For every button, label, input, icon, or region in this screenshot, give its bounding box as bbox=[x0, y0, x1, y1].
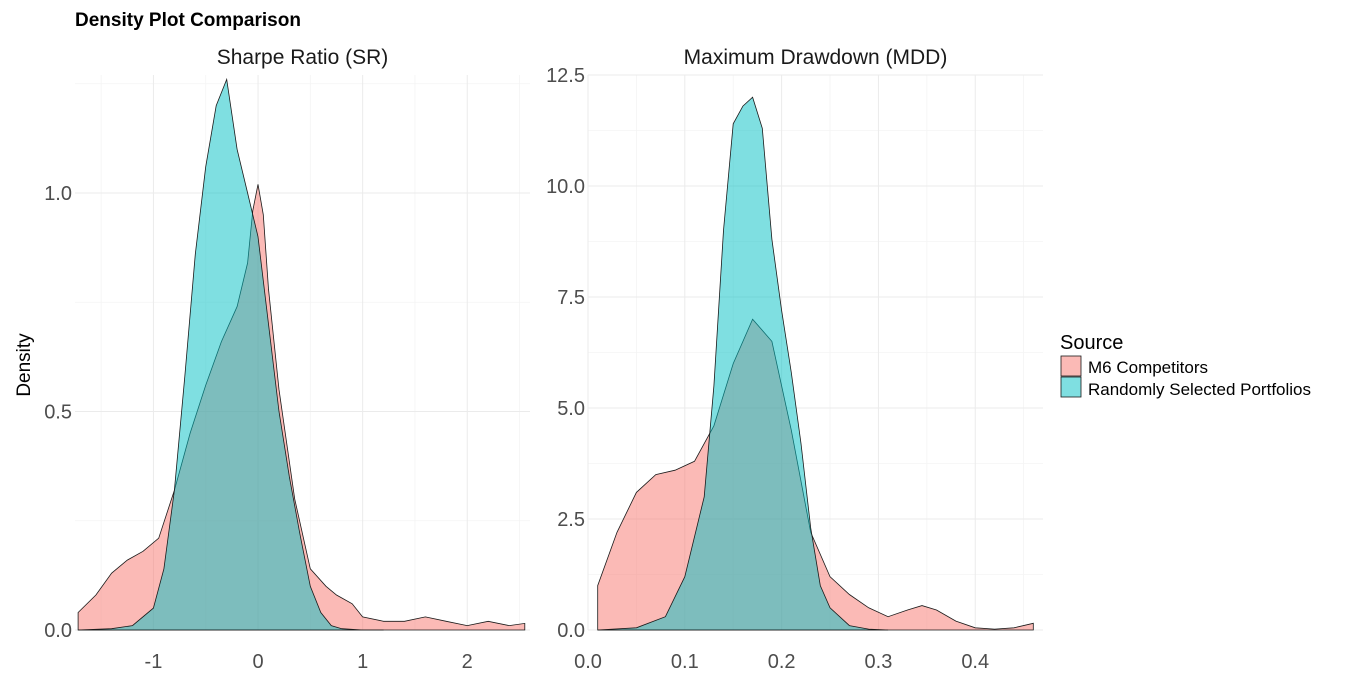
mdd-x-tick-label: 0.0 bbox=[574, 651, 602, 673]
sr-y-tick-label: 1.0 bbox=[44, 183, 72, 205]
sr-y-tick-label: 0.0 bbox=[44, 620, 72, 642]
mdd-y-tick-label: 2.5 bbox=[557, 509, 585, 531]
mdd-y-tick-label: 12.5 bbox=[546, 65, 585, 87]
mdd-y-tick-label: 5.0 bbox=[557, 398, 585, 420]
chart-title: Density Plot Comparison bbox=[75, 10, 301, 31]
mdd-y-tick-label: 0.0 bbox=[557, 620, 585, 642]
mdd-x-tick-label: 0.3 bbox=[865, 651, 893, 673]
mdd-x-tick-label: 0.1 bbox=[671, 651, 699, 673]
sr-panel: 0.0 0.5 1.0 -1 0 1 2 Sharpe Ratio (SR) bbox=[44, 46, 530, 673]
legend: Source M6 Competitors Randomly Selected … bbox=[1060, 332, 1311, 399]
legend-swatch-m6 bbox=[1060, 355, 1082, 377]
sr-x-tick-label: 2 bbox=[462, 651, 473, 673]
legend-label-random: Randomly Selected Portfolios bbox=[1088, 380, 1311, 399]
sr-y-tick-label: 0.5 bbox=[44, 401, 72, 423]
mdd-x-tick-label: 0.2 bbox=[768, 651, 796, 673]
mdd-panel: 0.0 2.5 5.0 7.5 10.0 12.5 0.0 0.1 0.2 0.3 0.4 Maxim… bbox=[546, 46, 1043, 673]
y-axis-title: Density bbox=[14, 333, 35, 397]
sr-x-tick-label: -1 bbox=[145, 651, 163, 673]
mdd-density-random bbox=[597, 96, 889, 631]
sr-x-tick-label: 0 bbox=[252, 651, 263, 673]
sr-panel-title: Sharpe Ratio (SR) bbox=[217, 46, 389, 69]
legend-label-m6: M6 Competitors bbox=[1088, 358, 1208, 377]
legend-title: Source bbox=[1060, 332, 1123, 354]
mdd-y-tick-label: 7.5 bbox=[557, 287, 585, 309]
mdd-y-tick-label: 10.0 bbox=[546, 176, 585, 198]
sr-density-random bbox=[78, 77, 384, 631]
legend-swatch-random bbox=[1060, 376, 1082, 398]
sr-x-tick-label: 1 bbox=[357, 651, 368, 673]
mdd-x-tick-label: 0.4 bbox=[961, 651, 989, 673]
mdd-panel-title: Maximum Drawdown (MDD) bbox=[684, 46, 948, 69]
